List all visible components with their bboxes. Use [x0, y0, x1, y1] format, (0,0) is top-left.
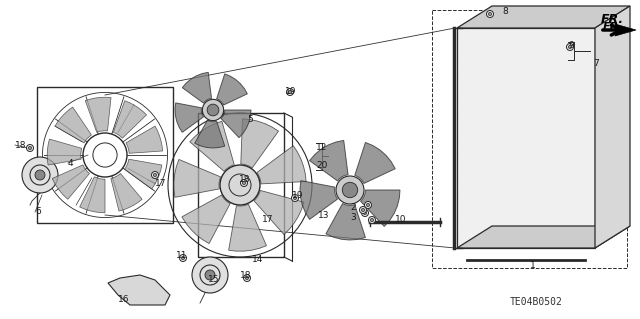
Text: 17: 17: [262, 216, 273, 225]
Circle shape: [245, 277, 248, 279]
Text: 7: 7: [593, 58, 599, 68]
Polygon shape: [615, 24, 636, 36]
Text: 18: 18: [15, 140, 26, 150]
Circle shape: [369, 217, 376, 224]
Circle shape: [205, 270, 215, 280]
Polygon shape: [257, 146, 306, 184]
Polygon shape: [111, 174, 142, 211]
Circle shape: [364, 211, 367, 215]
Polygon shape: [310, 140, 348, 181]
Circle shape: [293, 197, 296, 200]
Text: 13: 13: [318, 211, 330, 219]
Circle shape: [488, 12, 492, 16]
Text: FR.: FR.: [603, 22, 624, 32]
Circle shape: [220, 165, 260, 205]
Circle shape: [243, 182, 246, 185]
Circle shape: [35, 170, 45, 180]
Polygon shape: [228, 204, 266, 251]
Circle shape: [367, 204, 369, 207]
Polygon shape: [126, 126, 163, 153]
Polygon shape: [85, 97, 111, 132]
Text: 14: 14: [252, 256, 264, 264]
Circle shape: [487, 11, 493, 17]
Circle shape: [365, 202, 371, 209]
Polygon shape: [125, 159, 162, 189]
Text: 8: 8: [502, 6, 508, 16]
Polygon shape: [221, 110, 251, 138]
Text: 5: 5: [247, 115, 253, 124]
Bar: [37, 87, 173, 223]
Text: TE04B0502: TE04B0502: [510, 297, 563, 307]
Circle shape: [241, 180, 248, 187]
Text: 11: 11: [176, 251, 188, 261]
Circle shape: [192, 257, 228, 293]
Circle shape: [291, 195, 298, 202]
Bar: [198, 113, 284, 257]
Circle shape: [26, 145, 33, 152]
Circle shape: [362, 210, 369, 217]
Text: 2: 2: [350, 203, 356, 211]
Text: 18: 18: [239, 175, 250, 184]
Text: FR.: FR.: [601, 13, 624, 26]
Polygon shape: [175, 103, 204, 132]
Text: 6: 6: [35, 207, 41, 217]
Circle shape: [28, 146, 31, 150]
Text: 3: 3: [350, 213, 356, 222]
Circle shape: [336, 176, 364, 204]
Text: 19: 19: [292, 191, 303, 201]
Text: 10: 10: [395, 216, 406, 225]
Polygon shape: [595, 6, 630, 248]
Polygon shape: [174, 160, 221, 197]
Polygon shape: [326, 204, 365, 240]
Circle shape: [181, 256, 184, 260]
Circle shape: [360, 206, 367, 213]
Text: 9: 9: [568, 41, 573, 50]
Text: 4: 4: [68, 159, 74, 167]
Polygon shape: [108, 275, 170, 305]
Circle shape: [179, 255, 186, 262]
Polygon shape: [47, 139, 82, 165]
Circle shape: [287, 88, 294, 95]
Polygon shape: [52, 165, 90, 199]
Polygon shape: [195, 120, 225, 148]
Polygon shape: [457, 6, 630, 28]
Circle shape: [243, 275, 250, 281]
Circle shape: [154, 174, 157, 177]
Polygon shape: [216, 74, 248, 105]
Text: 20: 20: [316, 161, 328, 170]
Polygon shape: [190, 121, 234, 171]
Circle shape: [362, 208, 365, 211]
Circle shape: [486, 11, 493, 18]
Polygon shape: [182, 72, 212, 103]
Polygon shape: [300, 181, 337, 219]
Circle shape: [202, 99, 223, 121]
Polygon shape: [79, 177, 105, 213]
Polygon shape: [457, 226, 630, 248]
Circle shape: [371, 219, 374, 222]
Circle shape: [568, 45, 572, 48]
Polygon shape: [182, 195, 230, 244]
Text: 1: 1: [530, 261, 536, 270]
Circle shape: [207, 104, 219, 116]
Polygon shape: [241, 119, 278, 168]
Circle shape: [342, 182, 358, 198]
Bar: [432, 10, 627, 268]
Polygon shape: [355, 143, 396, 183]
Bar: [457, 28, 595, 248]
Text: 19: 19: [285, 86, 296, 95]
Circle shape: [22, 157, 58, 193]
Text: 15: 15: [208, 276, 220, 285]
Polygon shape: [113, 101, 147, 138]
Polygon shape: [254, 190, 304, 234]
Circle shape: [566, 43, 573, 50]
Polygon shape: [55, 107, 92, 143]
Text: 17: 17: [155, 179, 166, 188]
Text: 18: 18: [240, 271, 252, 280]
Circle shape: [152, 172, 159, 179]
Circle shape: [289, 90, 292, 93]
Text: 12: 12: [316, 144, 328, 152]
Polygon shape: [360, 190, 400, 226]
Text: 16: 16: [118, 295, 129, 305]
